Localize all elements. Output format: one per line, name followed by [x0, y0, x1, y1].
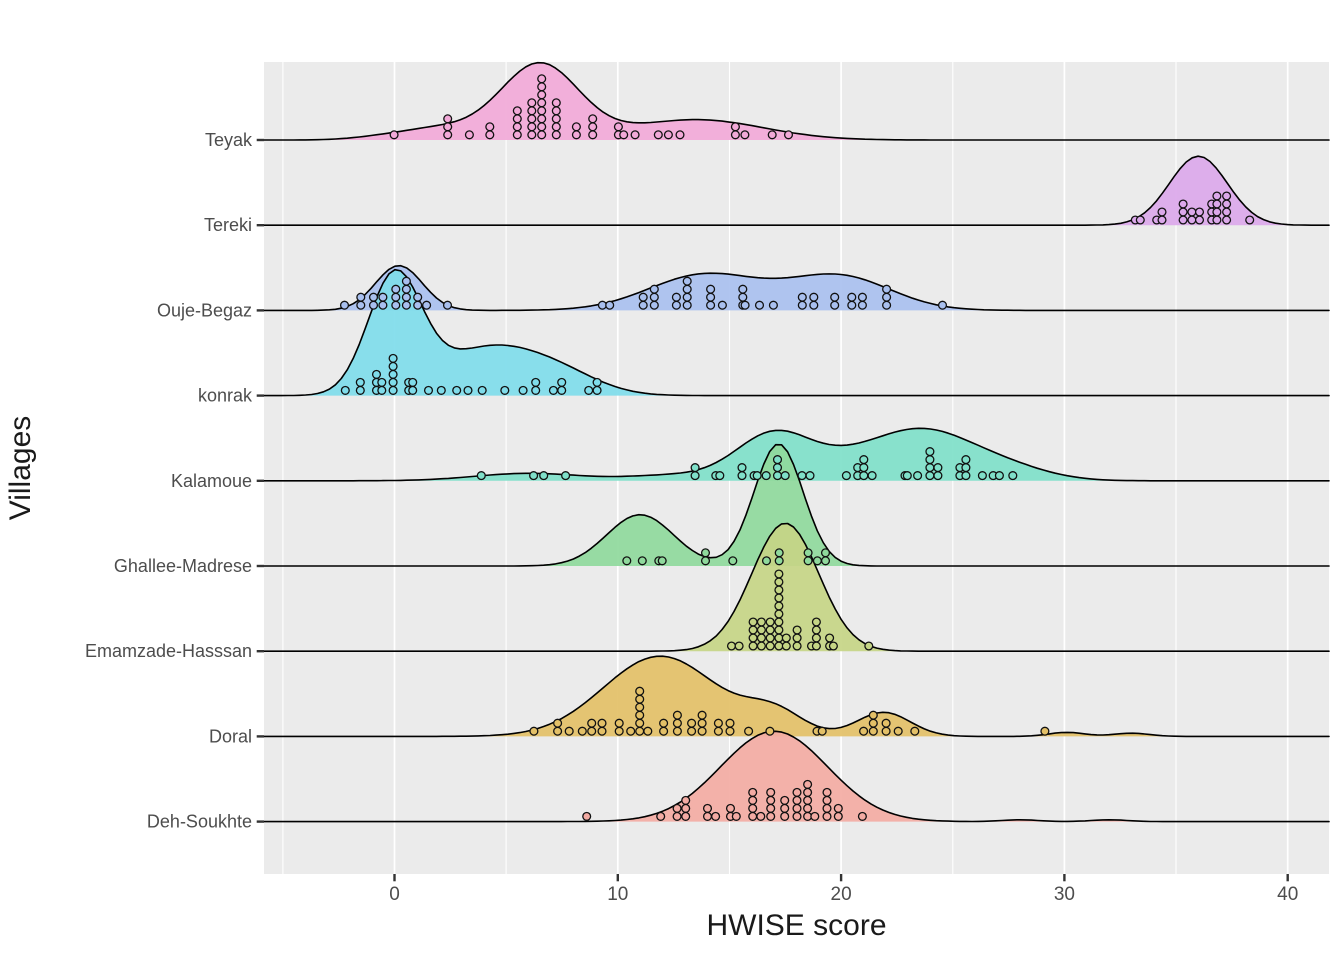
svg-text:Teyak: Teyak: [205, 130, 253, 150]
svg-text:Kalamoue: Kalamoue: [171, 471, 252, 491]
svg-text:Villages: Villages: [4, 416, 37, 521]
svg-text:Doral: Doral: [209, 726, 252, 746]
svg-text:Ghallee-Madrese: Ghallee-Madrese: [114, 556, 252, 576]
svg-text:HWISE score: HWISE score: [706, 909, 886, 942]
svg-text:10: 10: [607, 884, 628, 905]
svg-text:20: 20: [831, 884, 852, 905]
svg-text:0: 0: [389, 884, 400, 905]
svg-text:Deh-Soukhte: Deh-Soukhte: [147, 812, 252, 832]
svg-text:Ouje-Begaz: Ouje-Begaz: [157, 300, 252, 320]
svg-text:30: 30: [1054, 884, 1075, 905]
svg-text:40: 40: [1277, 884, 1298, 905]
svg-text:konrak: konrak: [198, 386, 253, 406]
svg-text:Tereki: Tereki: [204, 215, 252, 235]
svg-text:Emamzade-Hasssan: Emamzade-Hasssan: [85, 641, 252, 661]
